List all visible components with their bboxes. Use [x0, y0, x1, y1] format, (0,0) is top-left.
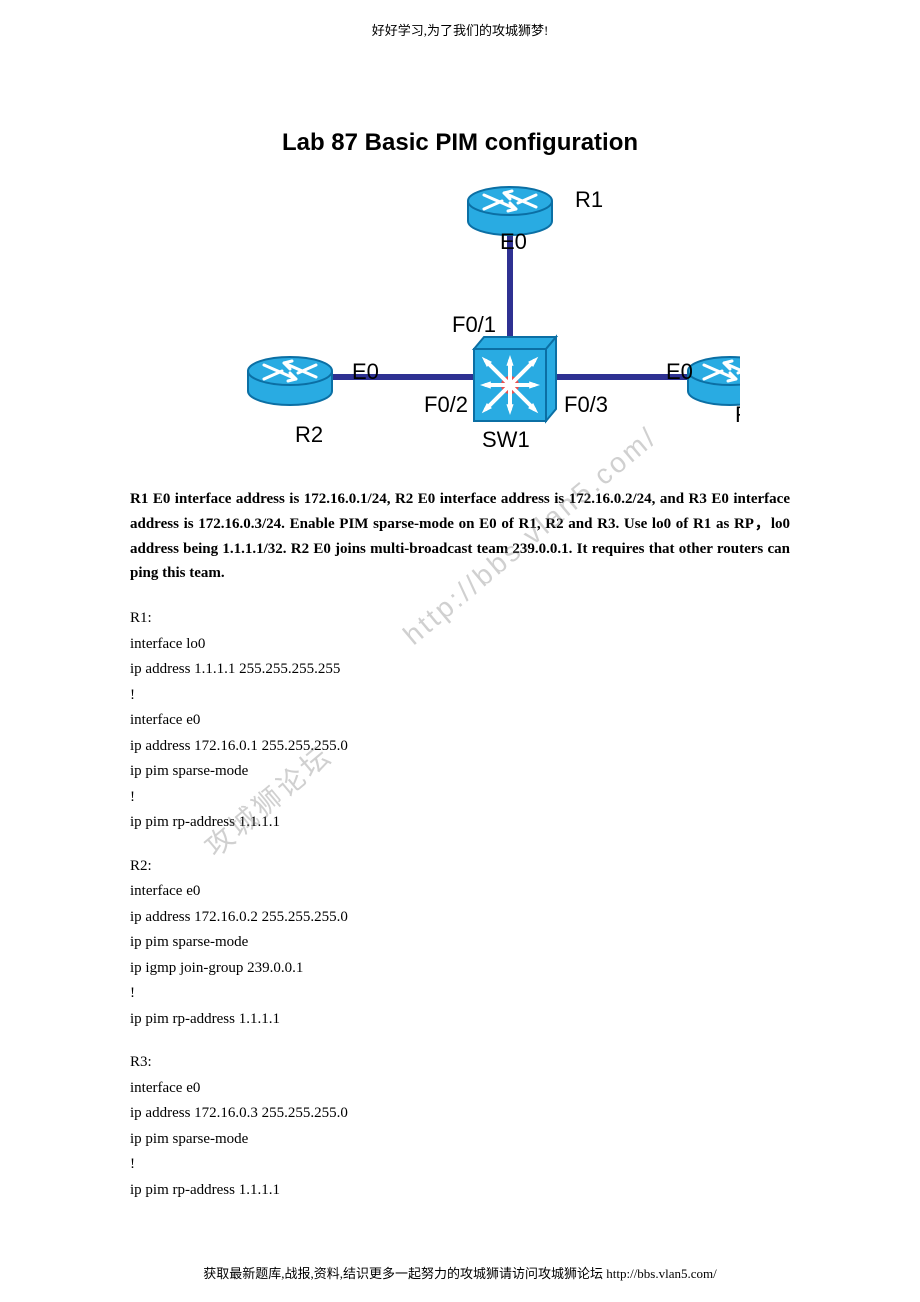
page: 好好学习,为了我们的攻城狮梦! Lab 87 Basic PIM configu…	[0, 0, 920, 1302]
svg-text:R2: R2	[295, 422, 323, 447]
svg-text:F0/2: F0/2	[424, 392, 468, 417]
config-r3: R3: interface e0 ip address 172.16.0.3 2…	[130, 1050, 790, 1203]
svg-text:F0/3: F0/3	[564, 392, 608, 417]
svg-text:E0: E0	[500, 229, 527, 254]
lab-description: R1 E0 interface address is 172.16.0.1/24…	[130, 487, 790, 586]
svg-text:F0/1: F0/1	[452, 312, 496, 337]
config-r1: R1: interface lo0 ip address 1.1.1.1 255…	[130, 606, 790, 836]
page-footer: 获取最新题库,战报,资料,结识更多一起努力的攻城狮请访问攻城狮论坛 http:/…	[0, 1263, 920, 1282]
topology-svg: R1 E0 R2 E0 R3 E0 SW1 F0/1 F0/2 F0/3	[180, 167, 740, 457]
config-r2: R2: interface e0 ip address 172.16.0.2 2…	[130, 854, 790, 1033]
page-header: 好好学习,为了我们的攻城狮梦!	[130, 20, 790, 39]
network-diagram: R1 E0 R2 E0 R3 E0 SW1 F0/1 F0/2 F0/3	[130, 167, 790, 457]
svg-text:R3: R3	[735, 402, 740, 427]
svg-text:E0: E0	[666, 359, 693, 384]
svg-text:SW1: SW1	[482, 427, 530, 452]
lab-title: Lab 87 Basic PIM configuration	[130, 129, 790, 157]
svg-text:R1: R1	[575, 187, 603, 212]
svg-text:E0: E0	[352, 359, 379, 384]
